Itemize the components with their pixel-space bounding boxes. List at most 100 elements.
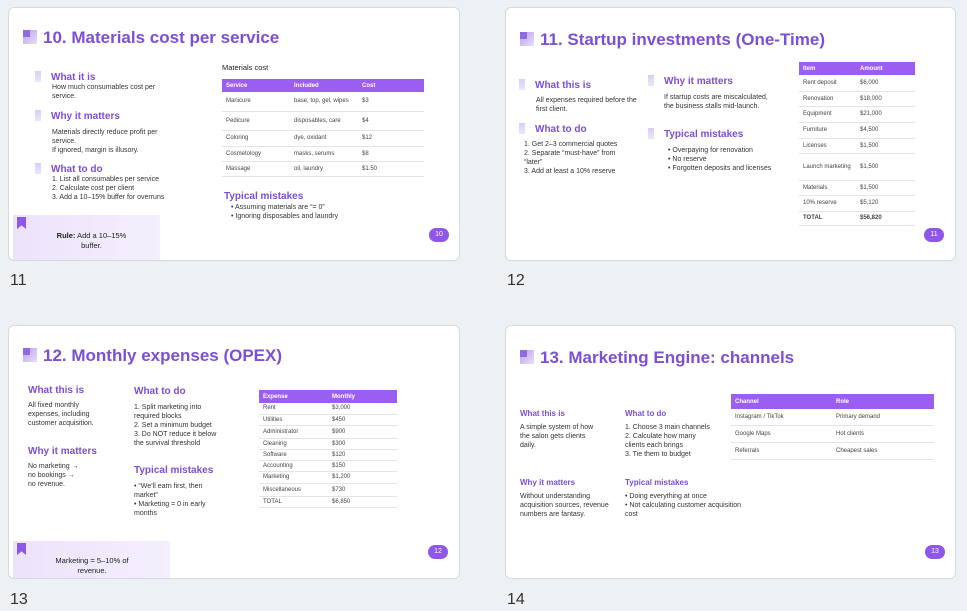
table-cell: TOTAL: [799, 211, 856, 226]
rule-text: Rule: Add a 10–15% buffer.: [56, 231, 127, 250]
slide-title: 11. Startup investments (One-Time): [520, 30, 825, 50]
todo-text: 1. Get 2–3 commercial quotes 2. Separate …: [524, 141, 618, 175]
table-cell: Utilities: [259, 414, 328, 426]
table-header: Item: [799, 62, 856, 75]
table-cell: $300: [328, 438, 397, 450]
table-row: Manicure base, top, gel, wipes $3: [222, 92, 424, 112]
table-cell: $450: [328, 414, 397, 426]
table-cell: $8: [358, 146, 424, 162]
todo-heading: What to do: [625, 409, 667, 418]
table-row: Renovation $18,000: [799, 91, 915, 107]
table-cell: Primary demand: [832, 409, 934, 426]
what-text: All expenses required before the first cl…: [536, 97, 637, 113]
table-cell: Coloring: [222, 130, 290, 147]
table-row: Software $120: [259, 449, 397, 461]
what-heading: What this is: [519, 79, 591, 91]
table-header: Role: [832, 394, 934, 409]
slide-thumbnail-11[interactable]: 11. Startup investments (One-Time) What …: [505, 7, 956, 261]
table-caption: Materials cost: [222, 63, 269, 72]
why-text: Materials directly reduce profit per serv…: [52, 129, 158, 154]
slide-thumbnail-13[interactable]: 13. Marketing Engine: channels What this…: [505, 325, 956, 579]
table-cell: Furniture: [799, 122, 856, 139]
table-cell: $150: [328, 460, 397, 472]
mistakes-heading: Typical mistakes: [224, 191, 304, 202]
table-cell: Renovation: [799, 91, 856, 107]
table-cell: Pedicure: [222, 111, 290, 131]
table-cell: Accounting: [259, 460, 328, 472]
table-row: Coloring dye, oxidant $12: [222, 130, 424, 147]
slide-title-icon: [23, 348, 37, 362]
table-cell: $56,820: [856, 211, 915, 226]
table-cell: $1.50: [358, 161, 424, 177]
table-row: Licenses $1,500: [799, 138, 915, 154]
todo-heading: What to do: [134, 386, 186, 397]
table-row: Rent $3,000: [259, 403, 397, 415]
table-cell: $3: [358, 92, 424, 112]
why-heading: Why it matters: [648, 75, 733, 87]
table-cell: Manicure: [222, 92, 290, 112]
table-cell: $900: [328, 425, 397, 439]
table-cell: $5,120: [856, 195, 915, 212]
table-cell: disposables, care: [290, 111, 358, 131]
todo-text: 1. List all consumables per service 2. Ca…: [52, 176, 165, 201]
todo-heading: What to do: [519, 123, 587, 135]
slide-thumbnail-12[interactable]: 12. Monthly expenses (OPEX) What this is…: [8, 325, 460, 579]
page-number-badge: 12: [428, 545, 448, 559]
table-cell: oil, laundry: [290, 161, 358, 177]
table-row: Pedicure disposables, care $4: [222, 111, 424, 131]
slide-title: 12. Monthly expenses (OPEX): [23, 346, 282, 366]
table-row: Utilities $450: [259, 414, 397, 426]
why-heading: Why it matters: [28, 446, 97, 457]
table-cell: $1,500: [856, 180, 915, 196]
startup-investments-table: Item Amount Rent deposit $6,000 Renovatio…: [799, 62, 915, 226]
slide-number-label: 12: [507, 272, 525, 289]
table-cell: Hot clients: [832, 425, 934, 443]
bookmark-icon: [17, 543, 26, 555]
what-text: All fixed monthly expenses, including cust…: [28, 402, 94, 427]
table-row: Launch marketing $1,500: [799, 153, 915, 181]
table-header: Monthly: [328, 390, 397, 403]
page-number-badge: 11: [924, 228, 944, 242]
what-heading: What this is: [28, 385, 85, 396]
table-row: Miscellaneous $730: [259, 483, 397, 497]
table-cell: Administrator: [259, 425, 328, 439]
table-cell: $120: [328, 449, 397, 461]
table-header: Amount: [856, 62, 915, 75]
slide-number-label: 14: [507, 591, 525, 608]
table-cell: $21,000: [856, 106, 915, 123]
table-header: Included: [290, 79, 358, 92]
todo-heading: What to do: [35, 163, 103, 175]
table-row: Rent deposit $6,000: [799, 75, 915, 92]
table-row: Instagram / TikTok Primary demand: [731, 409, 934, 426]
table-cell: $4: [358, 111, 424, 131]
table-row: Furniture $4,500: [799, 122, 915, 139]
table-cell: Referrals: [731, 442, 832, 460]
table-row-total: TOTAL $56,820: [799, 211, 915, 226]
todo-text: 1. Split marketing into required blocks 2.…: [134, 404, 217, 447]
table-cell: $1,200: [328, 471, 397, 484]
slide-number-label: 11: [10, 272, 27, 289]
table-cell: masks, serums: [290, 146, 358, 162]
table-cell: Google Maps: [731, 425, 832, 443]
table-cell: Launch marketing: [799, 153, 856, 181]
table-cell: $4,500: [856, 122, 915, 139]
why-heading: Why it matters: [35, 110, 120, 122]
table-cell: Licenses: [799, 138, 856, 154]
page-number-badge: 13: [925, 545, 945, 559]
table-cell: $1,500: [856, 138, 915, 154]
table-cell: Miscellaneous: [259, 483, 328, 497]
slide-thumbnail-10[interactable]: 10. Materials cost per service What it i…: [8, 7, 460, 261]
mistakes-text: • “We’ll earn first, then market” • Market…: [134, 483, 206, 517]
table-row: Marketing $1,200: [259, 471, 397, 484]
why-text: If startup costs are miscalculated, the b…: [664, 94, 768, 110]
what-it-is-text: How much consumables cost per service.: [52, 84, 156, 100]
table-row: 10% reserve $5,120: [799, 195, 915, 212]
mistakes-heading: Typical mistakes: [134, 465, 214, 476]
table-cell: TOTAL: [259, 496, 328, 508]
table-cell: Massage: [222, 161, 290, 177]
table-cell: dye, oxidant: [290, 130, 358, 147]
table-cell: Rent: [259, 403, 328, 415]
monthly-expenses-table: Expense Monthly Rent $3,000 Utilities $450…: [259, 390, 397, 508]
table-cell: $6,000: [856, 75, 915, 92]
why-heading: Why it matters: [520, 478, 576, 487]
